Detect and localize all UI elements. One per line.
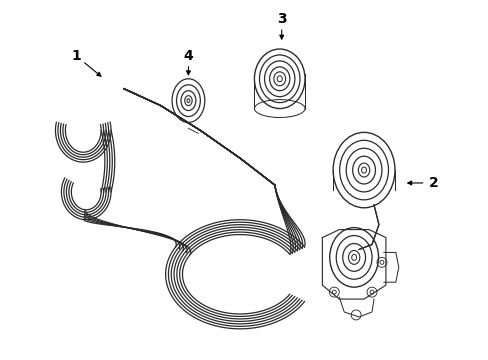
Text: 4: 4 [183, 49, 193, 63]
Text: 1: 1 [71, 49, 81, 63]
Text: 2: 2 [428, 176, 438, 190]
Text: 3: 3 [276, 12, 286, 26]
